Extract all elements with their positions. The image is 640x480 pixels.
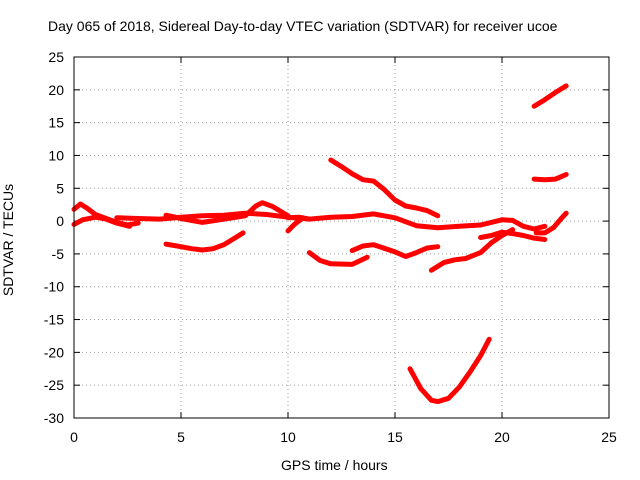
series-arc-13 [478,229,548,242]
series-arc-14 [531,83,569,109]
data-series [71,83,569,405]
x-tick-label: 5 [177,429,185,445]
x-tick-label: 25 [601,429,617,445]
x-tick-label: 15 [387,429,403,445]
series-arc-06 [285,211,548,232]
y-tick-label: 25 [48,49,64,65]
y-tick-label: 10 [48,147,64,163]
y-axis-label-container: SDTVAR / TECUs [0,184,16,296]
series-arc-03 [114,210,312,222]
series-arc-12 [428,227,516,273]
series-arc-09 [328,157,441,219]
y-tick-label: -25 [44,377,64,393]
y-tick-label: -15 [44,312,64,328]
chart-title: Day 065 of 2018, Sidereal Day-to-day VTE… [48,18,558,34]
series-arc-10 [349,242,441,259]
x-tick-label: 20 [494,429,510,445]
x-tick-label: 0 [70,429,78,445]
series-arc-05 [163,230,246,253]
x-axis-label: GPS time / hours [281,457,388,473]
y-tick-label: 5 [56,180,64,196]
x-tick-label: 10 [280,429,296,445]
y-tick-label: 15 [48,115,64,131]
series-arc-16 [533,210,569,236]
series-arc-08 [306,250,370,267]
plot-frame [73,56,610,419]
series-arc-11 [407,336,492,405]
series-arc-02 [71,214,133,229]
y-tick-label: -30 [44,410,64,426]
y-axis-label: SDTVAR / TECUs [0,183,16,297]
series-arc-15 [531,172,569,183]
series-arc-07 [285,215,306,234]
y-tick-label: -10 [44,279,64,295]
y-tick-label: -20 [44,344,64,360]
y-tick-label: 20 [48,82,64,98]
axis-ticks: 0 5 10 15 20 25 25 20 15 10 5 0 -5 -10 -15 -20 -25 -30 [44,49,617,445]
y-tick-label: -5 [52,246,65,262]
series-arc-04 [163,200,291,225]
y-tick-label: 0 [56,213,64,229]
